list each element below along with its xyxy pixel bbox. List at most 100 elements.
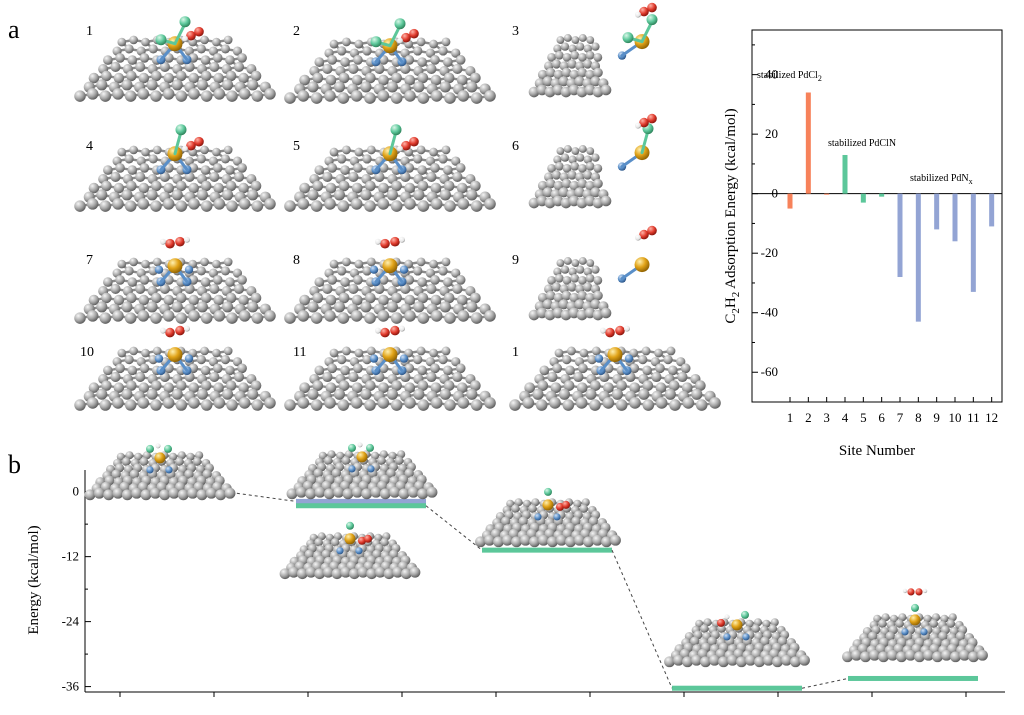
carbon-atom [215,489,227,501]
carbon-atom [404,182,416,194]
carbon-atom [353,275,363,285]
nitrogen-atom [594,354,604,363]
carbon-atom [213,182,224,194]
y-tick-label: -60 [761,364,778,379]
carbon-atom [348,283,359,295]
carbon-atom [184,46,194,56]
carbon-atom [103,277,113,287]
carbon-atom [615,399,628,411]
carbon-atom [222,301,234,313]
carbon-atom [225,365,235,376]
carbon-atom [456,382,468,394]
carbon-atom [563,145,572,153]
nitrogen-atom [146,466,154,474]
carbon-atom [430,182,442,194]
chlorine-atom [646,14,658,26]
carbon-atom [905,649,916,661]
carbon-atom [364,380,376,391]
carbon-atom [329,348,339,358]
level-connector [611,549,673,689]
nitrogen-atom [553,513,561,521]
carbon-atom [200,257,209,267]
carbon-atom [484,310,496,322]
nitrogen-atom [723,633,731,641]
carbon-atom [127,365,138,376]
carbon-atom [340,365,350,376]
carbon-atom [209,283,220,294]
carbon-atom [404,55,415,65]
structure-9: 9 [512,225,657,321]
carbon-atom [124,266,134,276]
carbon-atom [247,301,259,313]
carbon-atom [337,92,350,104]
carbon-atom [354,348,364,358]
carbon-atom [484,397,496,409]
carbon-atom [213,310,226,322]
carbon-atom [575,397,588,409]
structure-label: 9 [512,253,519,268]
carbon-atom [327,163,338,173]
carbon-atom [584,307,596,319]
structure-label: 10 [80,345,94,360]
carbon-atom [200,277,211,287]
carbon-atom [404,310,416,322]
carbon-atom [116,452,125,461]
x-tick-label: 7 [897,410,904,425]
carbon-atom [129,346,138,356]
carbon-atom [117,37,127,47]
carbon-atom [186,452,195,461]
carbon-atom [163,72,175,84]
carbon-atom [430,90,443,102]
carbon-atom [232,357,243,367]
carbon-atom [88,72,100,84]
carbon-atom [324,397,336,409]
carbon-atom [163,382,175,393]
chlorine-atom [366,443,374,452]
carbon-atom [550,382,562,394]
bar-site-8 [915,193,921,322]
carbon-atom [338,292,350,304]
oxygen-atom [615,325,625,336]
carbon-atom [570,273,580,283]
structure-label: 4 [86,139,93,154]
carbon-atom [351,382,363,394]
carbon-atom [377,198,390,210]
carbon-atom [552,84,564,96]
carbon-atom [404,198,416,210]
carbon-atom [413,354,423,365]
energy-level-step-3 [672,685,802,691]
carbon-atom [560,309,572,321]
carbon-atom [378,74,389,86]
carbon-atom [338,380,350,391]
carbon-atom [667,365,678,376]
carbon-atom [175,399,188,411]
chlorine-atom [175,124,187,136]
oxygen-atom [639,117,649,128]
carbon-atom [968,651,979,663]
carbon-atom [669,399,681,411]
carbon-atom [869,649,880,661]
carbon-atom [74,200,86,212]
carbon-atom [348,371,359,383]
carbon-atom [121,388,133,400]
carbon-atom [438,154,448,164]
carbon-atom [562,163,572,173]
carbon-atom [441,145,451,155]
structure-1: 1 [74,16,276,102]
carbon-atom [200,312,213,324]
carbon-atom [327,363,338,374]
carbon-atom [677,371,688,383]
carbon-atom [442,365,453,376]
carbon-atom [324,310,336,322]
carbon-atom [366,257,376,267]
x-axis-title: Site Number [839,443,915,459]
carbon-atom [585,161,595,171]
carbon-atom [444,92,456,104]
carbon-atom [220,355,230,365]
carbon-atom [162,198,175,210]
carbon-atom [284,399,296,411]
hydrogen-atom [397,37,403,44]
palladium-atom [356,451,368,463]
carbon-atom [570,50,580,60]
structure-label: 7 [86,253,93,268]
